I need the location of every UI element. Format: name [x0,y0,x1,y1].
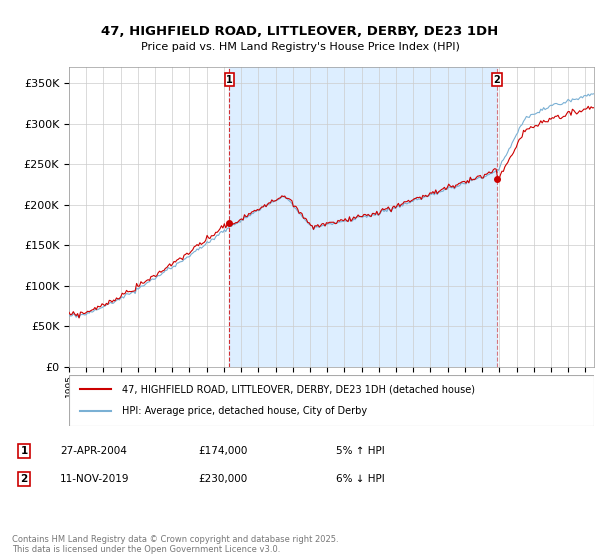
Text: 2: 2 [494,74,500,85]
Text: £230,000: £230,000 [198,474,247,484]
Text: HPI: Average price, detached house, City of Derby: HPI: Average price, detached house, City… [121,407,367,417]
Text: Price paid vs. HM Land Registry's House Price Index (HPI): Price paid vs. HM Land Registry's House … [140,42,460,52]
Text: Contains HM Land Registry data © Crown copyright and database right 2025.
This d: Contains HM Land Registry data © Crown c… [12,535,338,554]
Text: 47, HIGHFIELD ROAD, LITTLEOVER, DERBY, DE23 1DH: 47, HIGHFIELD ROAD, LITTLEOVER, DERBY, D… [101,25,499,38]
Text: 47, HIGHFIELD ROAD, LITTLEOVER, DERBY, DE23 1DH (detached house): 47, HIGHFIELD ROAD, LITTLEOVER, DERBY, D… [121,384,475,394]
Text: 27-APR-2004: 27-APR-2004 [60,446,127,456]
Text: 11-NOV-2019: 11-NOV-2019 [60,474,130,484]
Text: 1: 1 [226,74,233,85]
Text: 1: 1 [20,446,28,456]
Bar [229,67,497,367]
Text: 5% ↑ HPI: 5% ↑ HPI [336,446,385,456]
Text: 6% ↓ HPI: 6% ↓ HPI [336,474,385,484]
Text: 2: 2 [20,474,28,484]
Text: £174,000: £174,000 [198,446,247,456]
FancyBboxPatch shape [69,375,594,426]
